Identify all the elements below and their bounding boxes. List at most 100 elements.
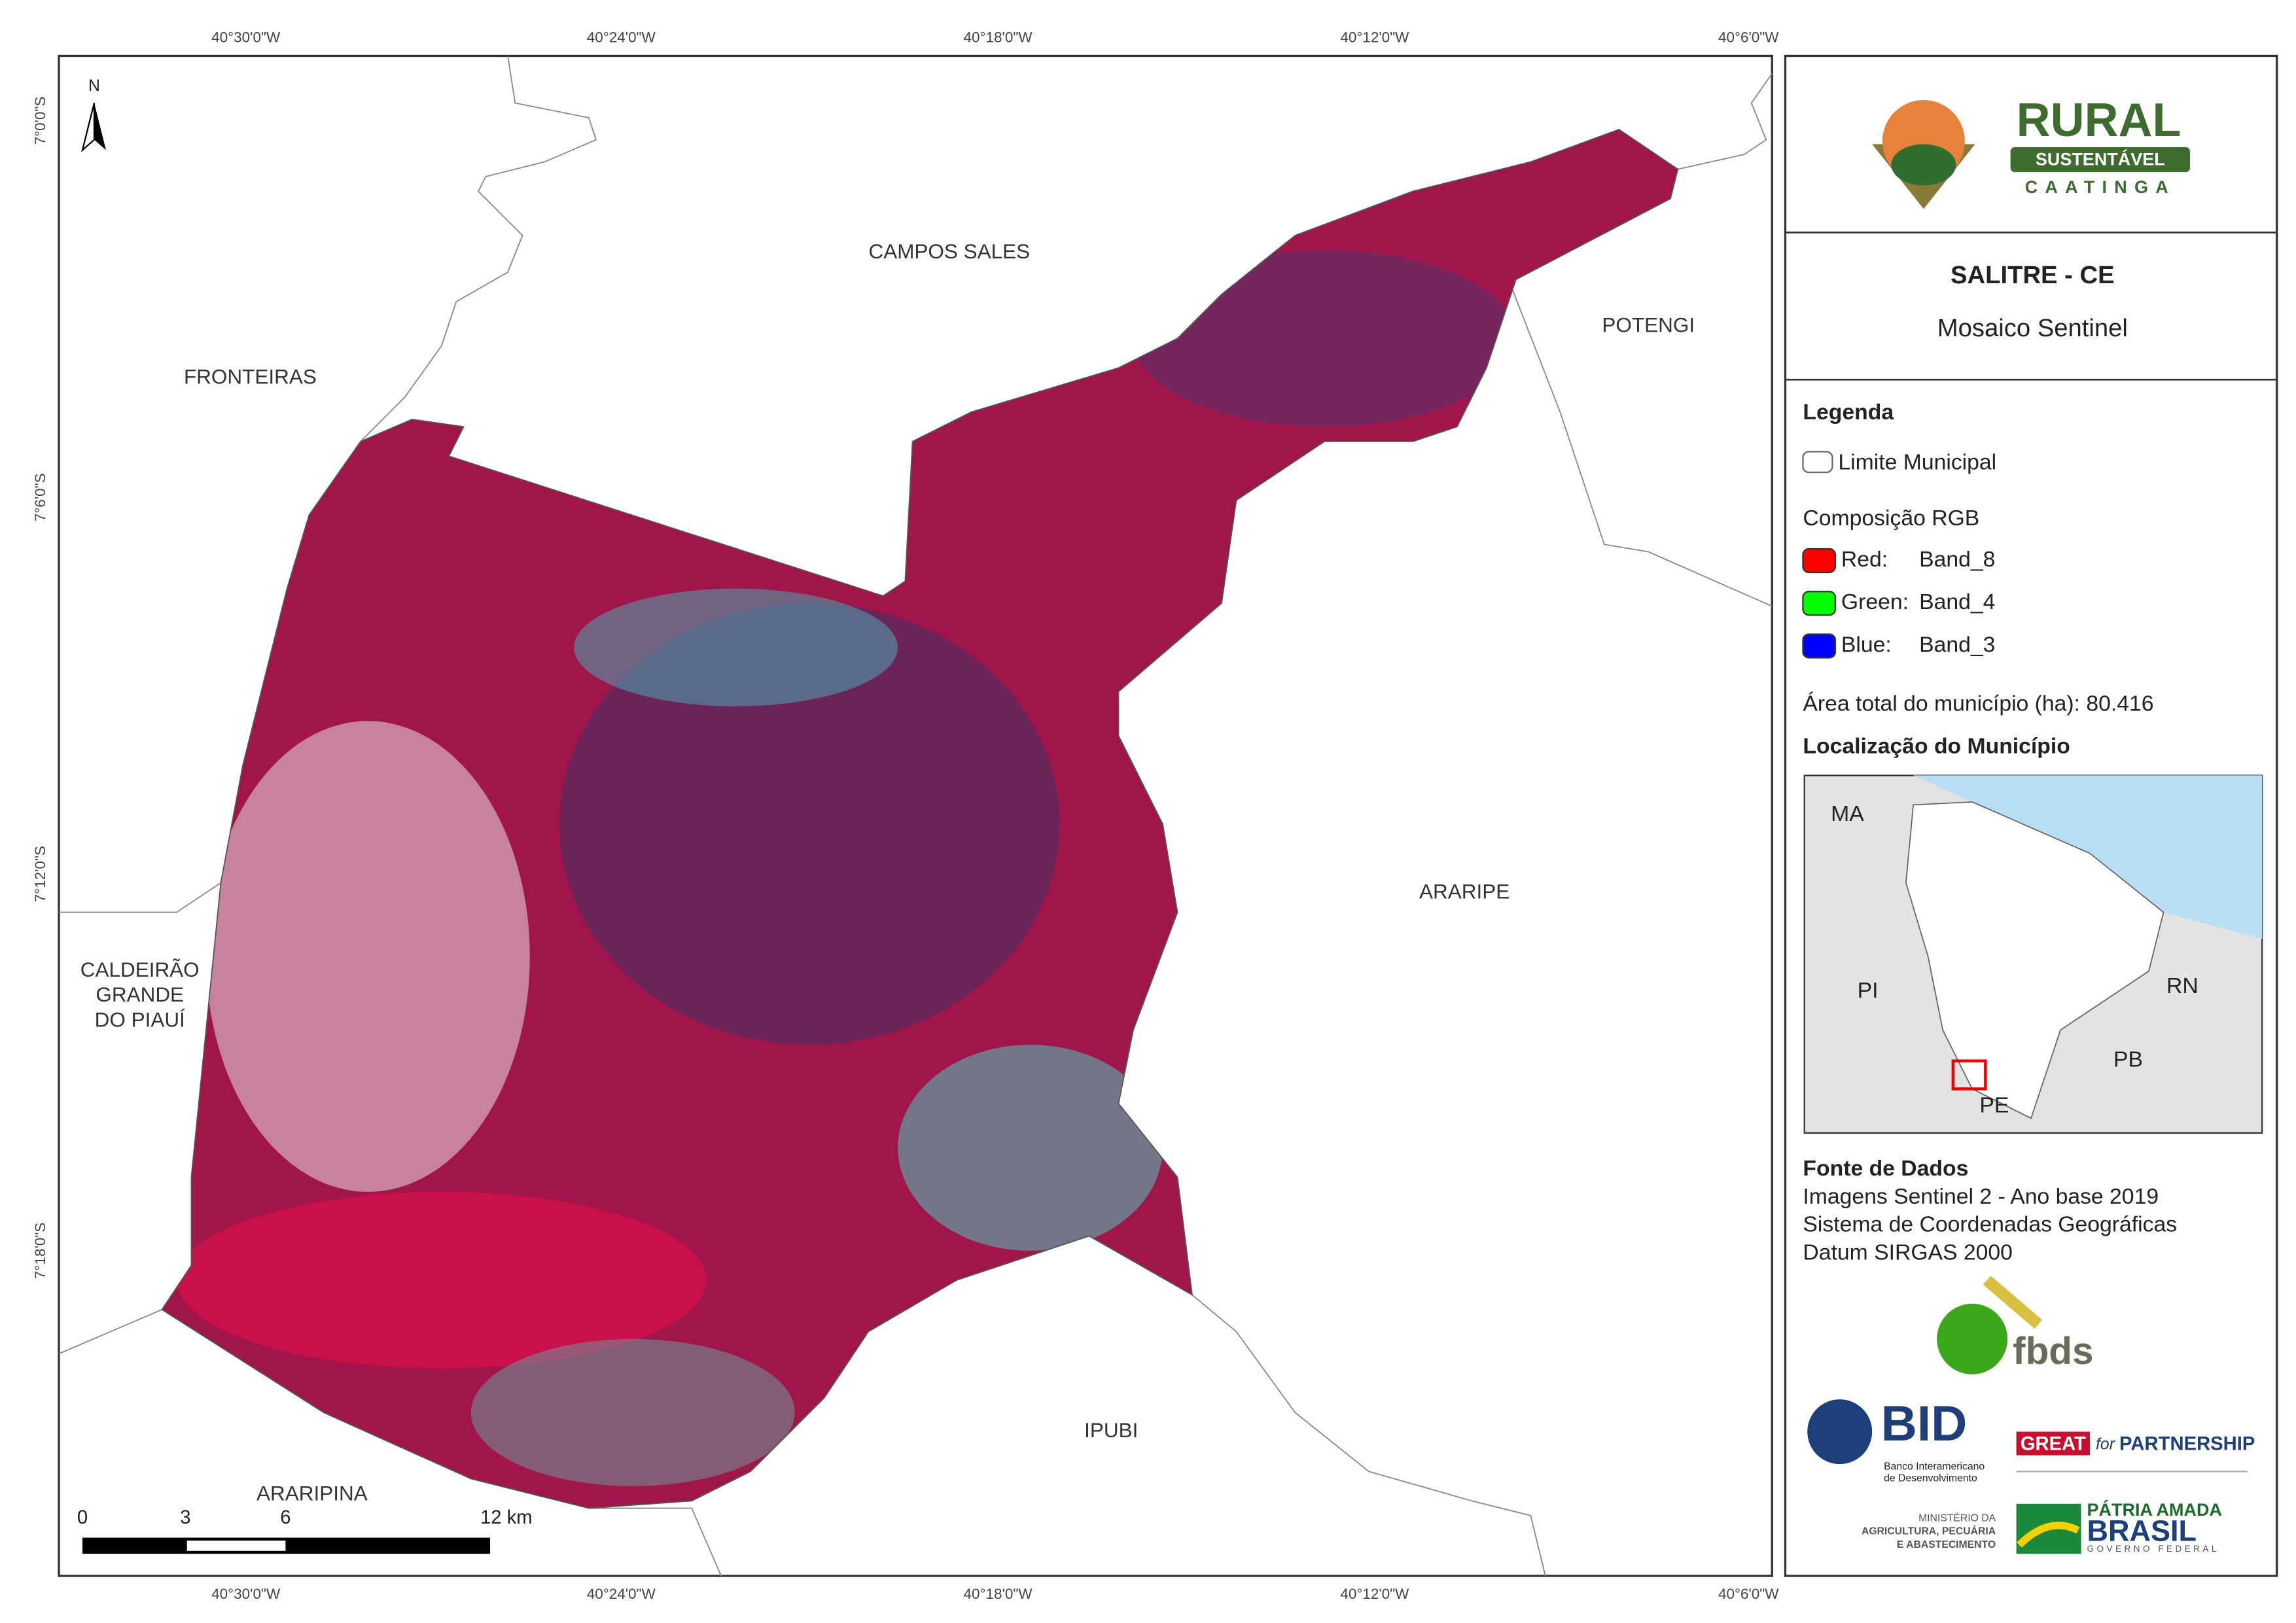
lon-label: 40°18'0"W <box>964 29 1033 45</box>
ministry-text: E ABASTECIMENTO <box>1897 1539 1996 1550</box>
map-subtitle: Mosaico Sentinel <box>1937 314 2128 342</box>
lat-label: 7°0'0"S <box>32 97 48 145</box>
brasil-text: PÁTRIA AMADA <box>2087 1499 2222 1520</box>
inset-label: PI <box>1858 978 1879 1003</box>
ministry-text: MINISTÉRIO DA <box>1918 1511 1996 1524</box>
band-name: Band_3 <box>1919 632 1995 657</box>
great-text: PARTNERSHIP <box>2119 1434 2255 1455</box>
lon-label: 40°18'0"W <box>964 1586 1033 1602</box>
place-name: GRANDE <box>96 983 184 1006</box>
imagery-patch <box>176 1191 707 1369</box>
inset-sea <box>1913 775 2263 939</box>
legend-heading: Legenda <box>1803 400 1894 425</box>
brasil-text: BRASIL <box>2087 1514 2197 1548</box>
place-name: CALDEIRÃO <box>80 958 200 981</box>
inset-label: RN <box>2166 973 2199 998</box>
bid-subtext: de Desenvolvimento <box>1884 1473 1977 1484</box>
boundary-line <box>1508 279 1773 607</box>
legend-swatch <box>1802 451 1833 474</box>
inset-locator <box>1951 1059 1987 1091</box>
sources-line: Imagens Sentinel 2 - Ano base 2019 <box>1803 1184 2159 1209</box>
scale-label: 12 km <box>480 1507 533 1528</box>
legend-label: Composição RGB <box>1803 506 1979 531</box>
place-name: IPUBI <box>1084 1418 1138 1442</box>
inset-label: MA <box>1831 801 1864 826</box>
north-arrow <box>81 103 96 152</box>
scale-bar <box>186 1541 286 1551</box>
lon-label: 40°24'0"W <box>587 1586 656 1602</box>
great-logo <box>2016 1431 2091 1456</box>
band-channel: Blue: <box>1841 632 1892 657</box>
boundary-line <box>588 1507 722 1577</box>
band-channel: Green: <box>1841 589 1909 614</box>
place-name: CAMPOS SALES <box>868 239 1030 263</box>
lon-label: 40°30'0"W <box>211 29 281 45</box>
imagery-patch <box>574 588 898 707</box>
lon-label: 40°6'0"W <box>1718 1586 1779 1602</box>
fbds-logo <box>1937 1303 2008 1374</box>
logo-text: SUSTENTÁVEL <box>2036 148 2165 169</box>
logo-band <box>2010 147 2191 173</box>
lat-label: 7°12'0"S <box>32 846 48 902</box>
imagery-patch <box>1133 250 1516 427</box>
sources-heading: Fonte de Dados <box>1803 1156 1968 1181</box>
location-heading: Localização do Município <box>1803 734 2070 759</box>
fbds-logo <box>1983 1276 2043 1329</box>
logo-text: RURAL <box>2017 94 2181 147</box>
great-text: for <box>2096 1435 2116 1453</box>
great-text: GREAT <box>2021 1434 2086 1455</box>
map-title: SALITRE - CE <box>1951 261 2115 289</box>
place-name: DO PIAUÍ <box>95 1007 185 1031</box>
place-name: ARARIPINA <box>256 1482 368 1505</box>
imagery-patch <box>898 1045 1163 1251</box>
ministry-text: AGRICULTURA, PECUÁRIA <box>1862 1525 1996 1537</box>
imagery-patch <box>470 1338 795 1486</box>
lat-label: 7°18'0"S <box>32 1223 48 1279</box>
bid-text: BID <box>1881 1396 1968 1452</box>
north-arrow <box>94 103 106 150</box>
bid-subtext: Banco Interamericano <box>1884 1461 1985 1473</box>
boundary-line <box>360 56 597 442</box>
sources-line: Datum SIRGAS 2000 <box>1803 1240 2012 1265</box>
north-label: N <box>88 77 100 95</box>
place-name: ARARIPE <box>1419 880 1510 903</box>
scale-bar <box>82 1537 491 1554</box>
imagery-patch <box>559 603 1060 1045</box>
band-swatch <box>1802 591 1837 616</box>
band-swatch <box>1802 548 1837 574</box>
boundary-line <box>1678 73 1773 170</box>
band-name: Band_8 <box>1919 547 1995 572</box>
band-channel: Red: <box>1841 547 1888 572</box>
municipal-boundaries <box>58 56 1773 1577</box>
band-legend: Red: Band_8 Green: Band_4 Blue: Band_3 <box>1802 547 1995 659</box>
sources-line: Sistema de Coordenadas Geográficas <box>1803 1212 2177 1237</box>
lon-label: 40°24'0"W <box>587 29 656 45</box>
lon-label: 40°30'0"W <box>211 1586 281 1602</box>
fbds-text: fbds <box>2013 1330 2093 1372</box>
area-text: Área total do município (ha): 80.416 <box>1803 691 2153 716</box>
inset-label: PB <box>2113 1047 2143 1072</box>
band-swatch <box>1802 633 1837 659</box>
scale-label: 3 <box>180 1507 190 1528</box>
lon-label: 40°12'0"W <box>1340 1586 1409 1602</box>
scale-label: 6 <box>280 1507 291 1528</box>
boundary-line <box>1192 1294 1546 1577</box>
lon-label: 40°12'0"W <box>1340 29 1409 45</box>
boundary-line <box>58 1309 162 1355</box>
brasil-text: GOVERNO FEDERAL <box>2087 1544 2219 1554</box>
place-name: POTENGI <box>1602 313 1695 337</box>
scale-label: 0 <box>77 1507 88 1528</box>
band-name: Band_4 <box>1919 589 1995 614</box>
inset-ceara <box>1905 801 2164 1119</box>
legend-label: Limite Municipal <box>1838 449 1996 474</box>
lon-label: 40°6'0"W <box>1718 29 1779 45</box>
bid-logo <box>1807 1399 1873 1465</box>
logo-tree <box>1891 144 1956 186</box>
inset-label: PE <box>1979 1092 2009 1117</box>
place-name: FRONTEIRAS <box>184 364 317 388</box>
boundary-line <box>59 882 221 913</box>
lat-label: 7°6'0"S <box>32 473 48 521</box>
brasil-logo <box>2017 1522 2080 1548</box>
imagery-patch <box>205 721 530 1192</box>
